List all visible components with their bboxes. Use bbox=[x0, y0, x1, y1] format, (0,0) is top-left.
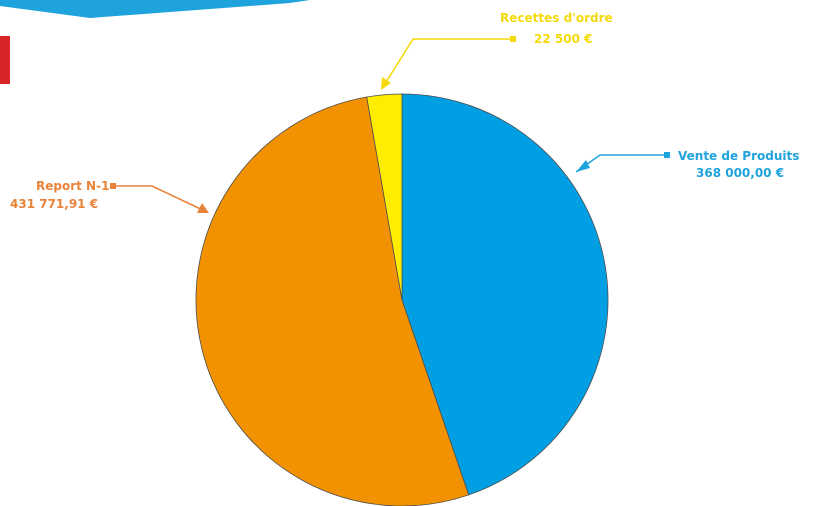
leader-line-vente bbox=[575, 154, 667, 173]
label-report-name: Report N-1 bbox=[36, 179, 109, 193]
leader-line-report bbox=[113, 185, 208, 213]
label-report-value: 431 771,91 € bbox=[10, 197, 98, 211]
label-recettes-name: Recettes d'ordre bbox=[500, 11, 613, 25]
leader-line-recettes bbox=[382, 38, 513, 88]
pie-slice-vente-de-produits bbox=[401, 93, 609, 496]
label-recettes-value: 22 500 € bbox=[534, 32, 592, 46]
leader-marker-report bbox=[110, 183, 116, 189]
leader-marker-recettes bbox=[510, 36, 516, 42]
side-accent-tab bbox=[0, 36, 10, 84]
label-vente-name: Vente de Produits bbox=[678, 149, 799, 163]
leader-arrow-recettes bbox=[381, 77, 391, 90]
pie-slices bbox=[195, 93, 609, 506]
leader-marker-vente bbox=[664, 152, 670, 158]
leader-arrow-report bbox=[197, 203, 209, 213]
pie-slice-report-n-1 bbox=[195, 96, 470, 506]
leader-lines bbox=[110, 36, 670, 213]
leader-arrow-vente bbox=[576, 160, 590, 172]
pie-slice-recettes-d-ordre bbox=[366, 93, 403, 301]
top-banner-decoration bbox=[0, 0, 310, 18]
label-vente-value: 368 000,00 € bbox=[696, 166, 784, 180]
